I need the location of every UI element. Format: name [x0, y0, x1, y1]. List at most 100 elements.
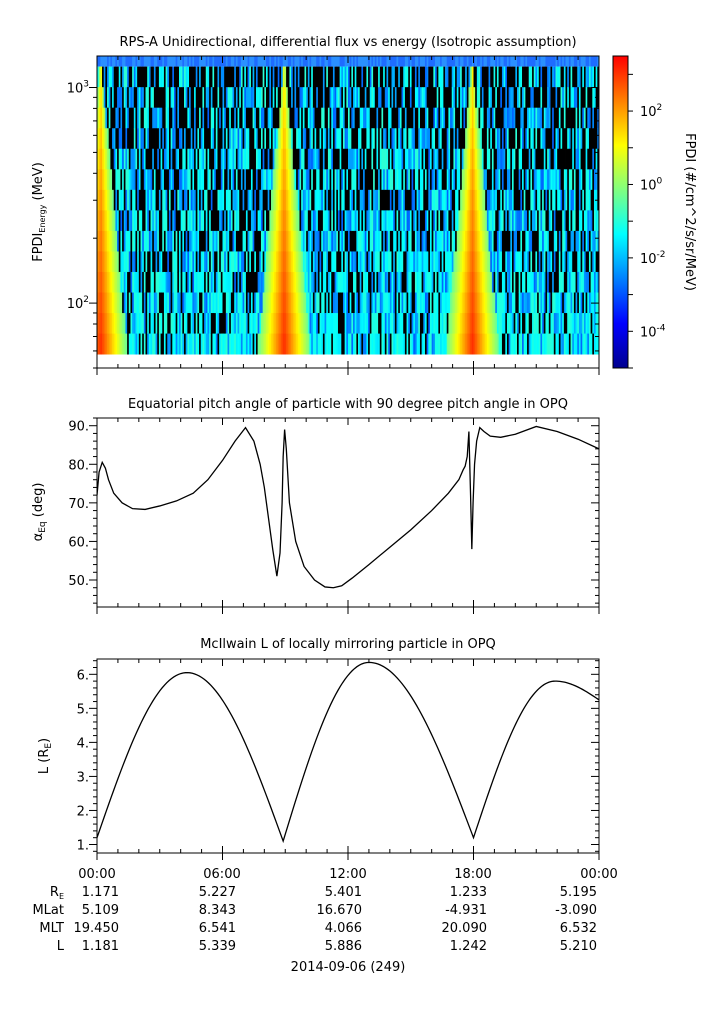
heat-cell: [267, 313, 270, 334]
pitch-angle-ytick-label: 60.: [68, 535, 89, 550]
heat-cell: [250, 230, 254, 252]
heat-cell: [413, 66, 416, 88]
heat-cell: [403, 189, 406, 211]
heat-cell: [470, 251, 473, 273]
heat-cell: [450, 128, 453, 150]
heat-cell: [399, 66, 402, 88]
heat-cell: [383, 87, 386, 109]
heat-cell: [147, 292, 150, 314]
heat-cell: [240, 56, 243, 67]
heat-cell: [368, 313, 371, 334]
heat-cell: [431, 313, 434, 334]
heat-cell: [254, 66, 257, 88]
heat-cell: [480, 107, 483, 129]
heat-cell: [286, 87, 289, 109]
heat-cell: [515, 87, 518, 109]
heat-cell: [498, 210, 501, 232]
ephemeris-value: 16.670: [317, 903, 363, 918]
heat-cell: [125, 66, 128, 88]
heat-cell: [234, 169, 237, 191]
heat-cell: [359, 66, 362, 88]
heat-cell: [418, 210, 421, 232]
heat-cell: [316, 210, 319, 232]
heat-cell: [522, 128, 525, 150]
heat-cell: [138, 107, 141, 129]
heat-cell: [255, 107, 259, 129]
heat-cell: [97, 313, 100, 334]
heat-cell: [207, 107, 210, 129]
heat-cell: [225, 251, 228, 273]
heat-cell: [291, 292, 294, 314]
heat-cell: [309, 313, 312, 334]
heat-cell: [209, 313, 212, 334]
heat-cell: [453, 128, 456, 150]
heat-cell: [271, 148, 274, 170]
heat-cell: [120, 189, 123, 211]
heat-cell: [364, 333, 367, 355]
heat-cell: [506, 56, 510, 67]
heat-cell: [110, 66, 113, 88]
heat-cell: [506, 87, 510, 109]
heat-cell: [292, 189, 295, 211]
heat-cell: [138, 169, 141, 191]
heat-cell: [311, 292, 314, 314]
heat-cell: [428, 66, 431, 88]
heat-cell: [398, 313, 401, 334]
heat-cell: [443, 56, 446, 67]
heat-cell: [408, 189, 411, 211]
heat-cell: [466, 148, 469, 170]
heat-cell: [466, 210, 469, 232]
heat-cell: [150, 189, 153, 211]
heat-cell: [511, 313, 515, 334]
heat-cell: [205, 210, 208, 232]
heat-cell: [230, 66, 233, 88]
heat-cell: [558, 313, 561, 334]
heat-cell: [582, 148, 585, 170]
heat-cell: [376, 148, 379, 170]
heat-cell: [376, 169, 379, 191]
heat-cell: [281, 56, 284, 67]
heat-cell: [259, 210, 262, 232]
heat-cell: [304, 230, 307, 252]
heat-cell: [414, 251, 418, 273]
heat-cell: [324, 169, 327, 191]
heat-cell: [110, 189, 113, 211]
heat-cell: [463, 230, 466, 252]
heat-cell: [266, 333, 269, 355]
heat-cell: [455, 66, 458, 88]
heat-cell: [366, 148, 369, 170]
heat-cell: [587, 107, 590, 129]
heat-cell: [177, 148, 180, 170]
heat-cell: [411, 210, 414, 232]
heat-cell: [336, 107, 339, 129]
heat-cell: [229, 251, 232, 273]
heat-cell: [513, 148, 516, 170]
heat-cell: [212, 107, 215, 129]
heat-cell: [543, 333, 546, 355]
heat-cell: [528, 292, 531, 314]
heat-cell: [364, 189, 367, 211]
heat-cell: [550, 128, 553, 150]
heat-cell: [500, 189, 503, 211]
heat-cell: [162, 251, 165, 273]
heat-cell: [100, 128, 103, 150]
heat-cell: [127, 271, 130, 293]
heat-cell: [465, 292, 468, 314]
heat-cell: [292, 107, 295, 129]
heat-cell: [563, 87, 566, 109]
heat-cell: [363, 66, 366, 88]
ephemeris-row-label: L: [57, 939, 65, 954]
heat-cell: [354, 271, 357, 293]
heat-cell: [560, 128, 563, 150]
heat-cell: [517, 292, 520, 314]
heat-cell: [483, 271, 486, 293]
heat-cell: [356, 107, 359, 129]
heat-cell: [408, 251, 411, 273]
heat-cell: [153, 148, 156, 170]
heat-cell: [383, 313, 386, 334]
heat-cell: [230, 189, 233, 211]
heat-cell: [197, 169, 200, 191]
heat-cell: [523, 230, 526, 252]
heat-cell: [172, 87, 175, 109]
heat-cell: [153, 169, 156, 191]
